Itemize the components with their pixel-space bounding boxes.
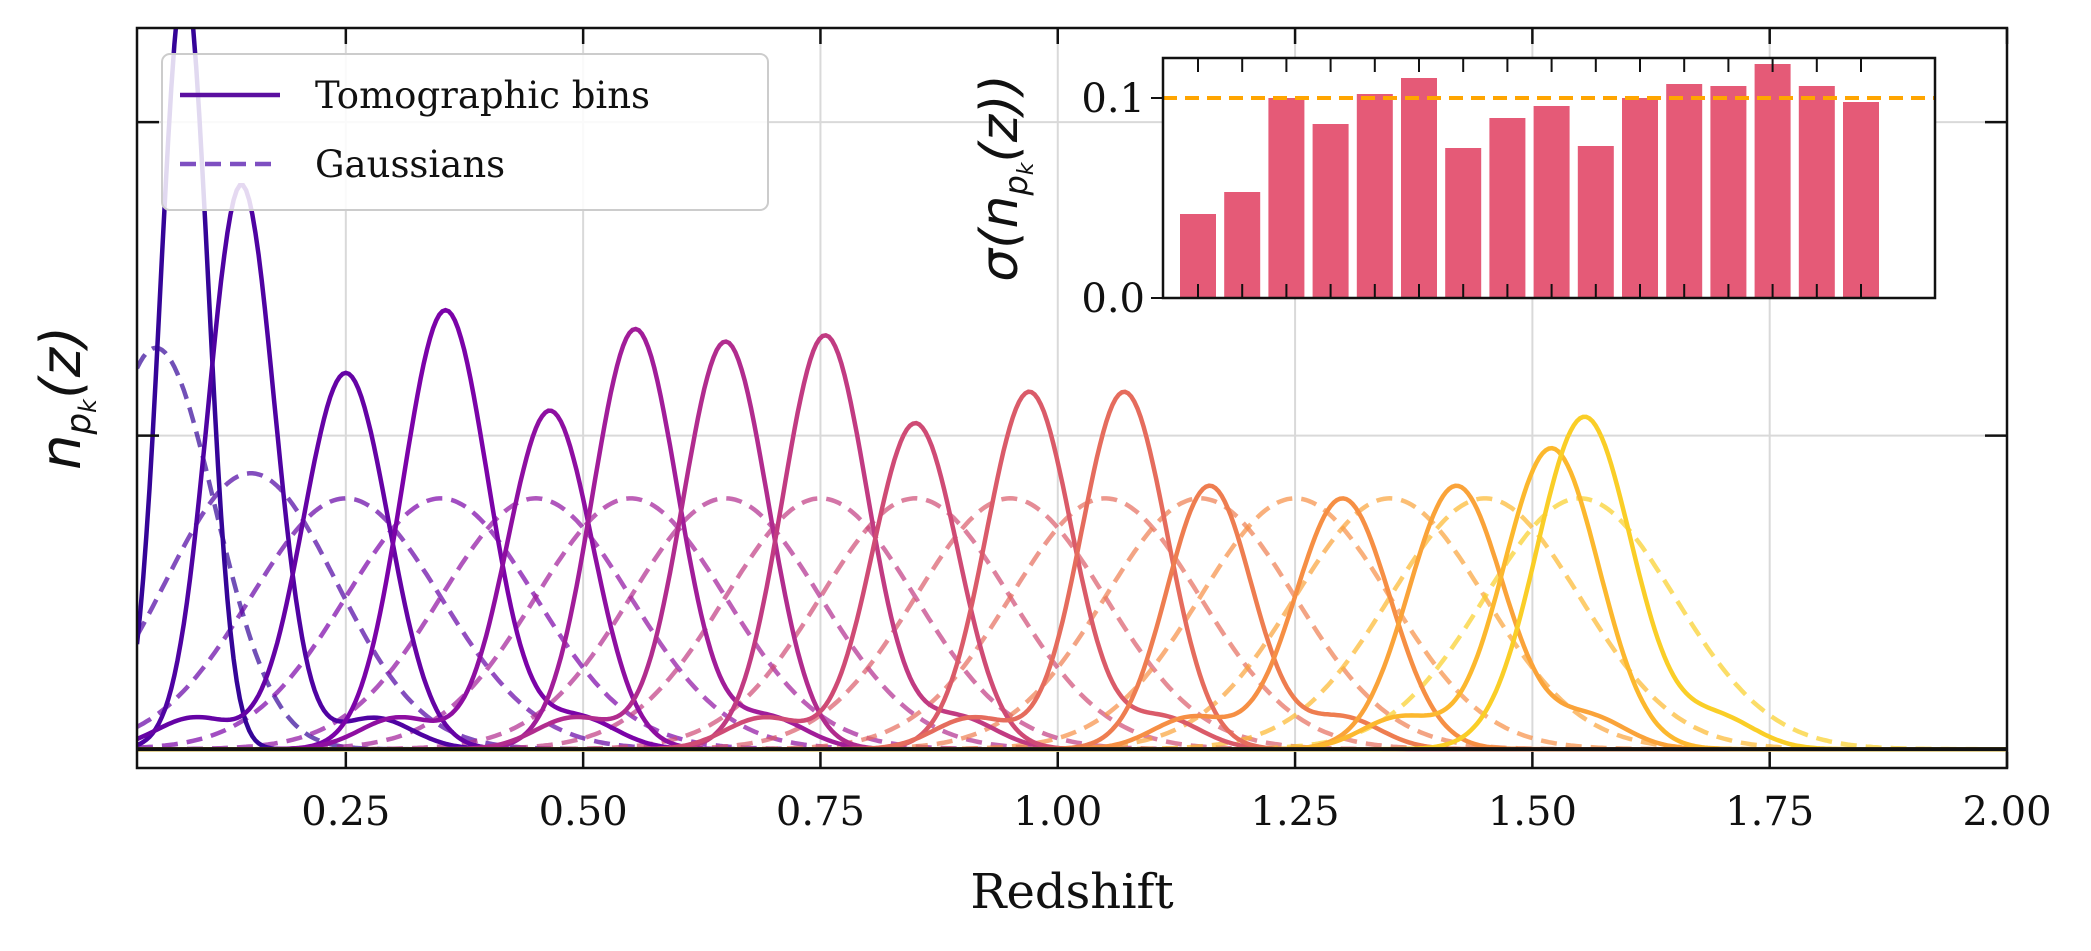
inset-bar <box>1622 98 1658 298</box>
inset-bar-chart: 0.0 0.1 σ(npk(z)) <box>970 56 1937 322</box>
inset-bar <box>1224 192 1261 298</box>
inset-bar <box>1754 64 1791 298</box>
inset-bar <box>1577 146 1614 298</box>
x-tick-label: 0.50 <box>539 789 628 835</box>
inset-bar <box>1268 98 1305 298</box>
inset-bar <box>1533 106 1570 298</box>
main-x-ticks: 0.25 0.50 0.75 1.00 1.25 1.50 1.75 2.00 <box>301 28 2052 835</box>
inset-y-title-arg: (z)) <box>970 74 1030 162</box>
main-frame <box>135 26 2009 770</box>
x-axis-title: Redshift <box>970 864 1173 920</box>
tomographic-curve <box>137 445 2007 752</box>
x-tick-label: 1.50 <box>1488 789 1577 835</box>
x-tick-label: 0.25 <box>301 789 390 835</box>
legend-label-tomographic: Tomographic bins <box>315 74 650 117</box>
inset-bar <box>1843 102 1879 298</box>
x-tick-label: 2.00 <box>1962 789 2051 835</box>
inset-y-tick-label: 0.1 <box>1081 76 1145 122</box>
y-axis-title-subsubscript: k <box>74 398 102 413</box>
y-axis-title-arg: (z) <box>29 326 94 399</box>
y-axis-title: npk(z) <box>29 326 102 470</box>
tomographic-curve <box>137 389 2007 752</box>
inset-y-title-subscript: p <box>997 175 1035 196</box>
y-axis-title-subscript: p <box>59 413 99 436</box>
inset-frame <box>1161 56 1937 300</box>
gaussian-curve <box>137 345 2007 752</box>
inset-bars <box>1180 64 1879 298</box>
inset-bar <box>1489 118 1526 298</box>
inset-bar <box>1798 86 1835 298</box>
main-curves <box>137 28 2007 752</box>
y-axis-title-n: n <box>29 435 94 471</box>
inset-y-title-subsubscript: k <box>1014 161 1039 175</box>
main-y-ticks <box>137 120 2007 437</box>
x-tick-label: 1.25 <box>1251 789 1340 835</box>
inset-bar <box>1401 78 1437 298</box>
x-tick-label: 1.00 <box>1013 789 1102 835</box>
inset-y-axis-title: σ(npk(z)) <box>970 74 1039 281</box>
inset-bar <box>1445 148 1482 298</box>
inset-bar <box>1356 94 1393 298</box>
x-tick-label: 0.75 <box>776 789 865 835</box>
inset-bar <box>1666 84 1703 298</box>
inset-bar <box>1710 86 1747 298</box>
inset-bar <box>1312 124 1349 298</box>
legend-box <box>161 53 769 211</box>
legend-label-gaussian: Gaussians <box>315 143 505 186</box>
legend: Tomographic bins Gaussians <box>161 53 769 211</box>
x-tick-label: 1.75 <box>1725 789 1814 835</box>
inset-y-ticks: 0.0 0.1 <box>1081 76 1163 322</box>
inset-x-ticks <box>1197 58 1862 298</box>
inset-y-tick-label: 0.0 <box>1081 276 1145 322</box>
inset-y-title-sigma: σ(n <box>970 196 1030 282</box>
plot-frame <box>135 26 2009 770</box>
